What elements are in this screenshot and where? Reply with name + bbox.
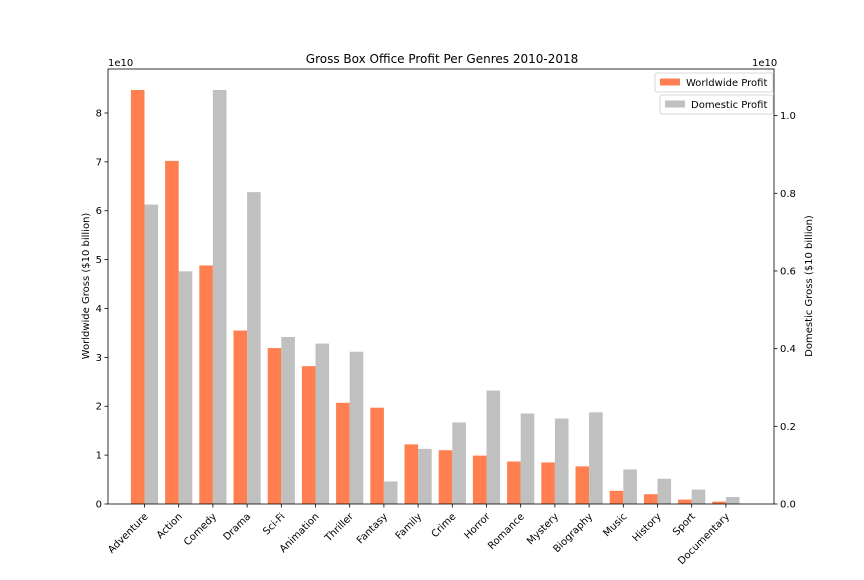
legend-label: Domestic Profit (691, 100, 767, 111)
bar-worldwide-comedy (199, 265, 213, 504)
legend-label: Worldwide Profit (686, 78, 767, 89)
bar-worldwide-family (404, 444, 419, 504)
legend-swatch (665, 100, 685, 108)
x-tick-label-sport: Sport (671, 511, 698, 538)
x-tick-label-thriller: Thriller (322, 511, 356, 545)
x-tick-label-fantasy: Fantasy (355, 511, 390, 546)
left-axis-label: Worldwide Gross ($10 billion) (81, 213, 92, 360)
right-tick-label: 1.0 (780, 111, 796, 122)
bar-domestic-action (178, 271, 193, 504)
x-tick-label-sci-fi: Sci-Fi (261, 511, 287, 537)
bar-worldwide-biography (575, 466, 590, 504)
left-axis-offset-text: 1e10 (108, 58, 133, 69)
bar-domestic-biography (589, 412, 603, 504)
bar-worldwide-documentary (712, 501, 726, 504)
bar-worldwide-mystery (541, 462, 555, 504)
bar-domestic-romance (520, 413, 535, 504)
legend: Worldwide Profit Domestic Profit (654, 72, 774, 115)
bar-domestic-horror (486, 390, 501, 504)
left-tick-label: 6 (96, 206, 102, 217)
bar-worldwide-fantasy (370, 407, 384, 504)
x-tick-label-adventure: Adventure (106, 511, 150, 555)
bar-domestic-comedy (212, 89, 227, 505)
bar-worldwide-sci-fi (267, 348, 282, 504)
bar-domestic-adventure (144, 204, 159, 504)
bar-domestic-documentary (725, 497, 740, 504)
right-tick-label: 0.2 (780, 422, 796, 433)
bar-domestic-thriller (349, 351, 364, 504)
bar-domestic-mystery (554, 418, 569, 504)
bar-domestic-family (418, 448, 432, 504)
bar-domestic-music (623, 469, 637, 504)
chart-title: Gross Box Office Profit Per Genres 2010-… (306, 52, 578, 66)
bar-worldwide-crime (438, 450, 453, 504)
bar-worldwide-history (643, 494, 658, 504)
legend-swatch (660, 78, 680, 86)
left-tick-label: 4 (96, 304, 102, 315)
bar-worldwide-sport (678, 499, 692, 504)
left-tick-label: 1 (96, 451, 102, 462)
bar-domestic-history (657, 478, 672, 504)
left-tick-label: 0 (96, 500, 102, 511)
x-tick-label-action: Action (155, 511, 185, 541)
bar-domestic-animation (315, 343, 330, 504)
bar-worldwide-drama (233, 330, 248, 504)
bar-worldwide-adventure (130, 90, 145, 505)
legend-box (659, 94, 774, 115)
bar-domestic-sci-fi (281, 336, 295, 504)
right-tick-label: 0.0 (780, 500, 796, 511)
x-tick-label-drama: Drama (222, 511, 254, 543)
bar-worldwide-music (609, 490, 624, 504)
x-tick-label-family: Family (394, 511, 425, 542)
bar-worldwide-thriller (336, 402, 350, 504)
x-tick-label-horror: Horror (462, 511, 493, 542)
right-axis-label: Domestic Gross ($10 billion) (804, 215, 815, 357)
bar-worldwide-romance (507, 461, 521, 504)
x-tick-label-romance: Romance (486, 511, 527, 552)
x-tick-label-music: Music (602, 511, 630, 539)
bar-worldwide-animation (301, 366, 316, 504)
bar-domestic-crime (452, 422, 466, 504)
left-tick-label: 5 (96, 255, 102, 266)
left-tick-label: 3 (96, 353, 102, 364)
right-tick-label: 0.8 (780, 189, 796, 200)
plot-frame (107, 68, 775, 505)
x-tick-label-crime: Crime (430, 511, 459, 540)
bar-worldwide-horror (472, 455, 487, 504)
right-tick-label: 0.4 (780, 344, 796, 355)
x-tick-label-comedy: Comedy (182, 511, 219, 548)
left-tick-label: 7 (96, 157, 102, 168)
left-tick-label: 8 (96, 108, 102, 119)
legend-box (654, 72, 774, 93)
right-axis-offset-text: 1e10 (752, 58, 777, 69)
left-tick-label: 2 (96, 402, 102, 413)
bars-group (130, 89, 740, 505)
bar-domestic-drama (247, 192, 261, 504)
right-tick-label: 0.6 (780, 266, 796, 277)
bar-domestic-fantasy (383, 481, 398, 504)
bar-worldwide-action (165, 160, 179, 504)
x-tick-label-history: History (631, 511, 664, 544)
bar-domestic-sport (691, 489, 706, 504)
